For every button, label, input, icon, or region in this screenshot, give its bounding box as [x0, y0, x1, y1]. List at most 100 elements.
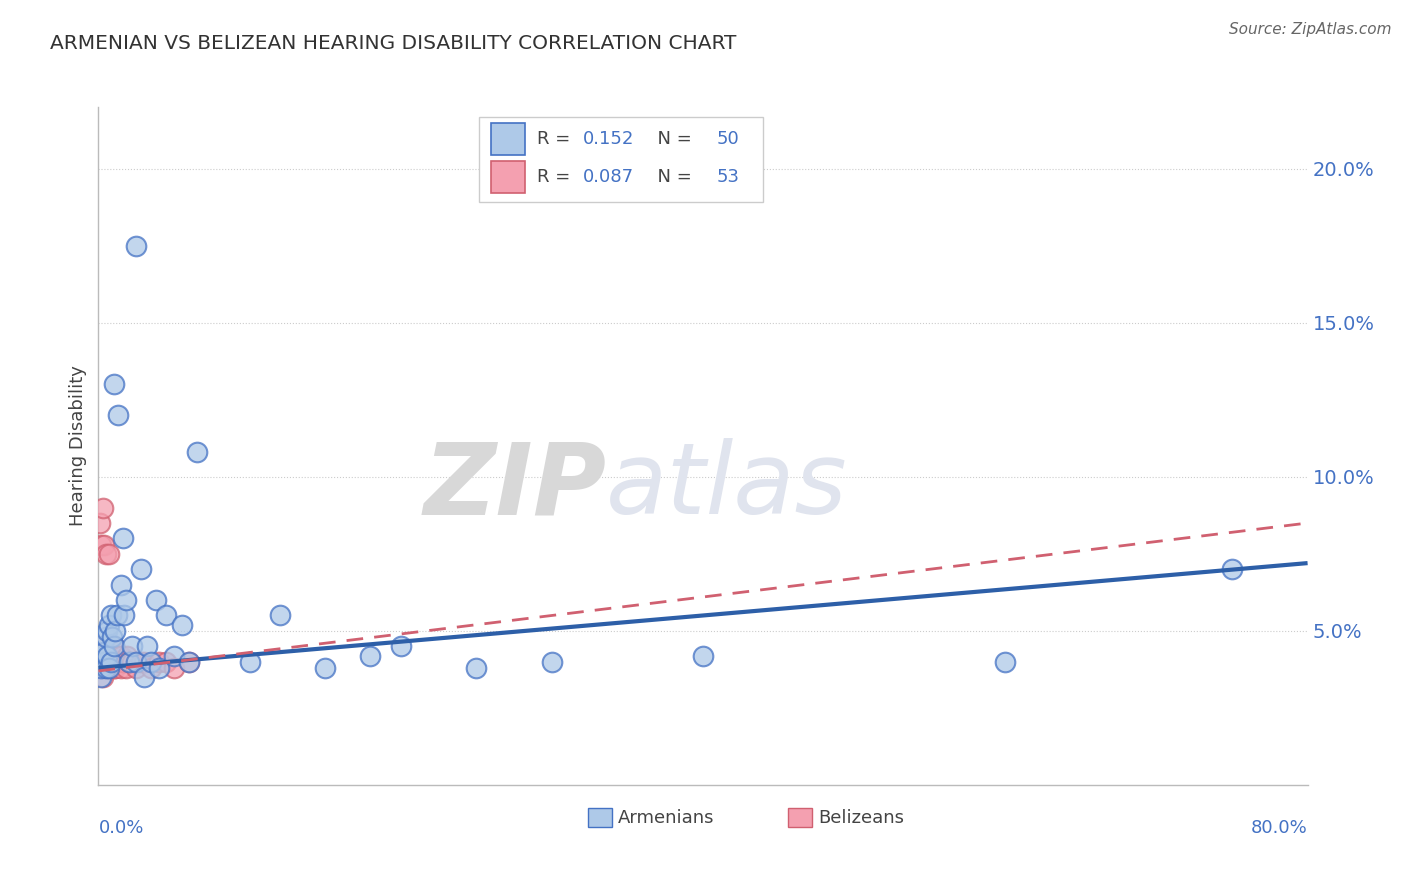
- Point: [179, 655, 201, 669]
- Point: [121, 655, 143, 669]
- Point: [141, 655, 163, 669]
- Point: [239, 655, 262, 669]
- Point: [111, 655, 134, 669]
- Point: [360, 648, 382, 663]
- Point: [110, 661, 132, 675]
- Point: [1220, 562, 1243, 576]
- Point: [89, 655, 111, 669]
- Point: [91, 661, 114, 675]
- Point: [89, 655, 111, 669]
- Point: [179, 655, 201, 669]
- Point: [103, 661, 125, 675]
- Point: [91, 500, 114, 515]
- Point: [112, 655, 135, 669]
- Point: [103, 655, 125, 669]
- Point: [96, 648, 118, 663]
- Point: [100, 655, 122, 669]
- Point: [100, 608, 122, 623]
- Point: [111, 532, 134, 546]
- Point: [103, 640, 125, 654]
- Point: [90, 670, 112, 684]
- Point: [91, 670, 114, 684]
- Text: 0.0%: 0.0%: [98, 819, 143, 837]
- Point: [104, 661, 127, 675]
- Point: [114, 593, 136, 607]
- Point: [94, 655, 117, 669]
- Point: [125, 238, 148, 252]
- Point: [132, 670, 155, 684]
- Point: [94, 661, 117, 675]
- Point: [994, 655, 1017, 669]
- Point: [186, 445, 208, 459]
- Point: [145, 593, 167, 607]
- Point: [269, 608, 291, 623]
- Point: [155, 608, 177, 623]
- Point: [163, 661, 186, 675]
- Point: [389, 640, 412, 654]
- Text: 80.0%: 80.0%: [1251, 819, 1308, 837]
- Point: [148, 655, 170, 669]
- Point: [98, 655, 121, 669]
- Point: [129, 562, 152, 576]
- Text: atlas: atlas: [606, 438, 848, 535]
- Point: [90, 655, 112, 669]
- Point: [540, 655, 562, 669]
- Point: [98, 661, 121, 675]
- Point: [170, 617, 193, 632]
- Point: [155, 655, 177, 669]
- Point: [89, 648, 111, 663]
- Point: [692, 648, 714, 663]
- Point: [101, 655, 124, 669]
- Point: [314, 661, 336, 675]
- Text: Armenians: Armenians: [619, 808, 714, 827]
- Point: [141, 661, 163, 675]
- Point: [94, 648, 117, 663]
- Text: R =: R =: [537, 168, 576, 186]
- Point: [105, 648, 128, 663]
- Point: [105, 608, 128, 623]
- Point: [93, 655, 115, 669]
- Point: [96, 655, 118, 669]
- Point: [125, 661, 148, 675]
- Point: [105, 655, 128, 669]
- Text: ZIP: ZIP: [423, 438, 606, 535]
- Point: [107, 408, 129, 422]
- Point: [125, 655, 148, 669]
- Point: [98, 617, 121, 632]
- Text: R =: R =: [537, 130, 576, 148]
- Bar: [492, 161, 526, 194]
- Point: [104, 648, 127, 663]
- Point: [94, 630, 117, 644]
- Point: [90, 661, 112, 675]
- Point: [98, 661, 121, 675]
- Point: [100, 655, 122, 669]
- Point: [96, 648, 118, 663]
- Point: [96, 624, 118, 638]
- Point: [112, 608, 135, 623]
- Text: 53: 53: [716, 168, 740, 186]
- Bar: [588, 808, 613, 827]
- Point: [89, 516, 111, 530]
- Point: [108, 655, 131, 669]
- Point: [110, 577, 132, 591]
- Point: [104, 624, 127, 638]
- Point: [110, 648, 132, 663]
- Point: [163, 648, 186, 663]
- Point: [114, 661, 136, 675]
- Point: [465, 661, 488, 675]
- Y-axis label: Hearing Disability: Hearing Disability: [69, 366, 87, 526]
- Point: [93, 655, 115, 669]
- Text: 0.152: 0.152: [583, 130, 634, 148]
- Point: [93, 645, 115, 659]
- Bar: [492, 122, 526, 155]
- Point: [91, 648, 114, 663]
- Point: [100, 648, 122, 663]
- Point: [90, 538, 112, 552]
- Point: [90, 648, 112, 663]
- Text: N =: N =: [647, 130, 697, 148]
- Point: [93, 640, 115, 654]
- Text: 0.087: 0.087: [583, 168, 634, 186]
- Point: [96, 661, 118, 675]
- Text: Source: ZipAtlas.com: Source: ZipAtlas.com: [1229, 22, 1392, 37]
- Point: [121, 640, 143, 654]
